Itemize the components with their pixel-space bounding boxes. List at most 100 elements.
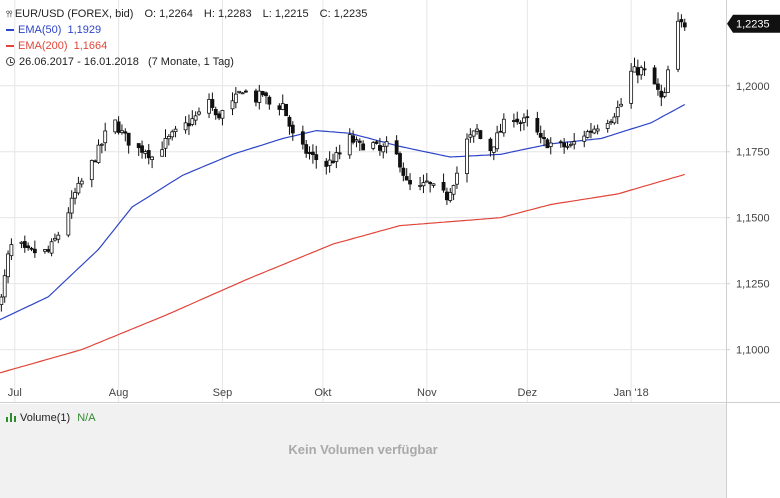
candle-body — [441, 181, 446, 191]
candle-body — [361, 143, 366, 151]
candle-body — [615, 107, 620, 118]
candle-body — [254, 90, 258, 103]
candle-body — [468, 134, 473, 138]
y-tick-label: 1,2000 — [736, 81, 770, 93]
candle-body — [207, 99, 211, 114]
candle-body — [545, 139, 550, 149]
ema50-swatch — [6, 29, 14, 32]
candle-body — [542, 137, 546, 140]
last-price-badge — [727, 14, 780, 33]
candle-body — [26, 245, 31, 249]
candle-body — [612, 116, 617, 124]
candle-body — [237, 90, 242, 93]
candle-body — [444, 191, 449, 201]
candle-body — [334, 152, 339, 162]
candle-body — [666, 69, 670, 93]
candle-body — [357, 140, 362, 143]
candle-body — [351, 135, 356, 143]
candle-body — [548, 142, 553, 147]
candle-body — [53, 237, 57, 241]
candle-body — [518, 122, 523, 125]
candle-body — [568, 143, 573, 146]
candle-body — [331, 160, 335, 164]
candle-body — [679, 19, 684, 23]
candle-body — [595, 128, 600, 132]
volume-legend: Volume(1) N/A — [6, 412, 96, 424]
candle-body — [73, 192, 77, 199]
ema50-line — [0, 103, 686, 321]
candle-body — [377, 144, 382, 151]
candle-body — [635, 67, 640, 76]
candle-body — [267, 96, 272, 105]
candle-body — [501, 118, 506, 134]
low-label: L: — [262, 8, 272, 20]
ema50-legend[interactable]: EMA(50) 1,1929 — [6, 22, 101, 38]
ema200-name: EMA(200) — [18, 40, 68, 52]
candle-body — [431, 183, 436, 186]
candle-body — [76, 182, 81, 194]
candle-body — [418, 185, 423, 187]
x-tick-label: Jan '18 — [614, 387, 649, 399]
candle-body — [337, 152, 342, 155]
candle-body — [193, 115, 198, 121]
candle-body — [290, 124, 295, 134]
candle-body — [89, 160, 94, 181]
price-chart[interactable]: 1,2000 1,1750 1,1500 1,1250 1,1000 Jul Aug Sep O… — [0, 0, 780, 404]
candle-body — [220, 110, 225, 119]
candle-body — [32, 248, 37, 254]
candle-body — [183, 122, 188, 131]
candle-body — [371, 142, 376, 149]
date-range: 26.06.2017 - 16.01.2018 — [19, 56, 139, 68]
volume-panel: Volume(1) N/A Kein Volumen verfügbar — [0, 404, 726, 498]
candle-body — [300, 131, 305, 145]
high-label: H: — [203, 8, 215, 20]
candle-body — [408, 180, 412, 185]
candle-body — [455, 172, 459, 185]
candle-body — [558, 141, 563, 144]
x-tick-label: Okt — [314, 387, 331, 399]
ema200-value: 1,1664 — [73, 40, 108, 52]
low-value: 1,2215 — [274, 8, 309, 20]
candle-body — [619, 103, 623, 107]
candle-body — [404, 176, 409, 181]
candle-body — [347, 134, 352, 156]
candle-body — [166, 135, 171, 140]
candle-body — [384, 141, 389, 147]
candle-body — [56, 234, 61, 240]
x-tick-label: Dez — [518, 387, 538, 399]
candle-body — [163, 138, 168, 149]
candle-body — [120, 130, 124, 133]
candle-body — [6, 253, 10, 278]
candle-body — [682, 22, 687, 28]
candle-body — [233, 93, 238, 104]
volume-y-axis — [726, 404, 780, 498]
instrument-name: EUR/USD (FOREX, bid) — [14, 8, 134, 20]
candle-body — [398, 153, 402, 168]
ema200-swatch — [6, 45, 14, 48]
instrument-legend: ⫯⫯ EUR/USD (FOREX, bid) O: 1,2264 H: 1,22… — [6, 6, 375, 22]
candle-body — [197, 111, 201, 115]
candle-body — [565, 145, 570, 148]
candle-body — [284, 103, 289, 117]
candle-body — [66, 212, 71, 236]
y-tick-label: 1,1750 — [736, 147, 770, 159]
candle-body — [210, 99, 215, 108]
candle-body — [99, 143, 104, 146]
candle-body — [478, 130, 483, 139]
candle-body — [327, 159, 332, 166]
candle-body — [491, 146, 496, 153]
ema50-value: 1,1929 — [67, 24, 102, 36]
candle-body — [562, 142, 567, 148]
candle-body — [93, 160, 98, 163]
candle-body — [538, 133, 543, 138]
candle-body — [421, 182, 426, 187]
candle-body — [123, 131, 128, 134]
date-range-legend: 26.06.2017 - 16.01.2018 (7 Monate, 1 Tag… — [6, 54, 234, 70]
candle-body — [43, 249, 47, 252]
candle-body — [126, 132, 131, 146]
candle-body — [652, 67, 657, 85]
clock-icon — [6, 57, 15, 66]
ema200-legend[interactable]: EMA(200) 1,1664 — [6, 38, 107, 54]
candle-body — [659, 90, 664, 98]
volume-label: Volume(1) — [20, 412, 71, 424]
